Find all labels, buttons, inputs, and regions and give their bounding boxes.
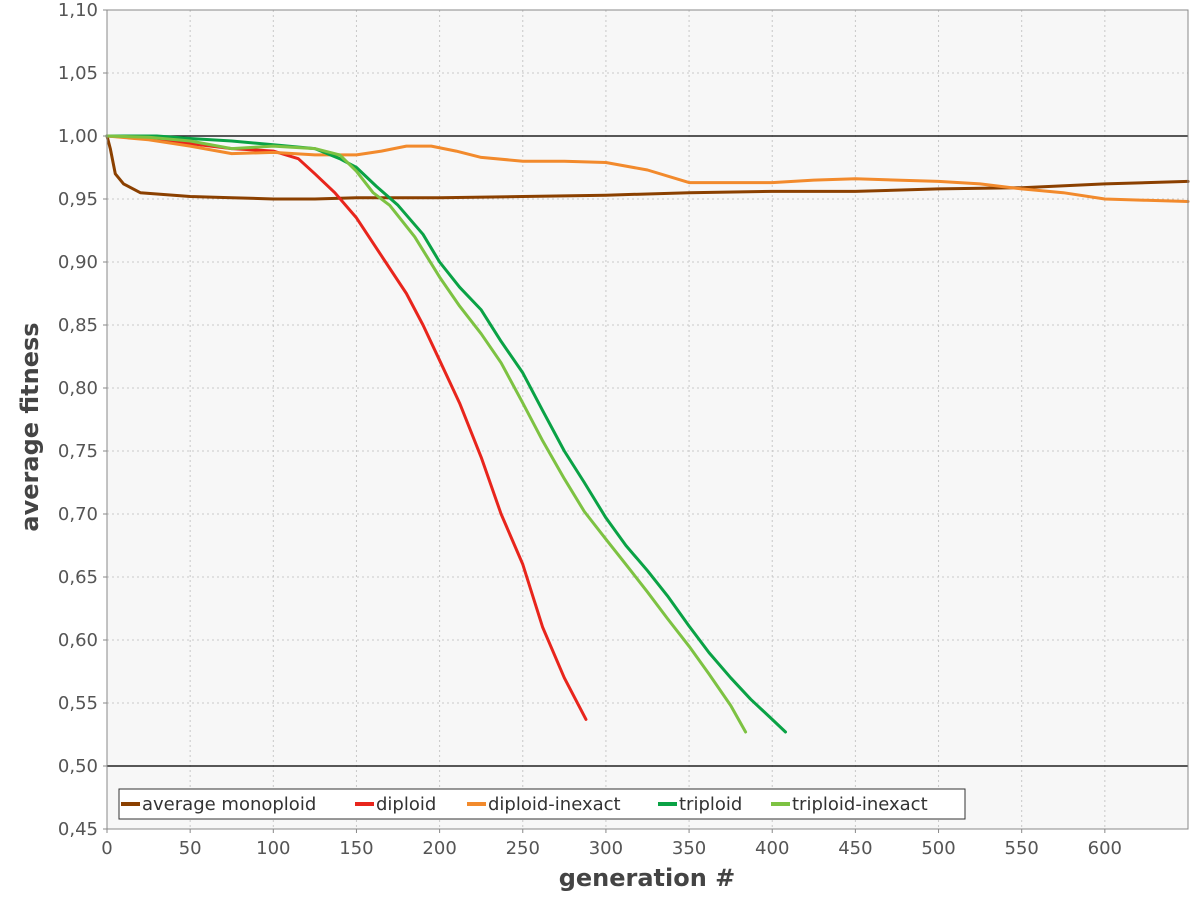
x-tick-label: 100 (256, 838, 290, 859)
y-tick-label: 0,90 (58, 252, 98, 273)
x-tick-label: 450 (838, 838, 872, 859)
x-tick-label: 400 (755, 838, 789, 859)
plot-frame (106, 9, 1189, 830)
legend: average monoploid diploid diploid-inexact t… (118, 788, 966, 820)
y-tick-label: 0,85 (58, 315, 98, 336)
x-tick-label: 300 (589, 838, 623, 859)
legend-label-average-monoploid: average monoploid (142, 794, 316, 815)
y-tick-label: 0,95 (58, 189, 98, 210)
x-tick-label: 600 (1088, 838, 1122, 859)
series-lines (105, 134, 1190, 734)
legend-label-triploid: triploid (679, 794, 742, 815)
y-tick-label: 1,05 (58, 63, 98, 84)
x-tick-label: 50 (179, 838, 202, 859)
series-line-average-monoploid (105, 134, 1190, 201)
x-tick-label: 350 (672, 838, 706, 859)
legend-label-triploid-inexact: triploid-inexact (792, 794, 928, 815)
y-axis-ticks: 0,45 0,50 0,55 0,60 0,65 0,70 0,75 0,80 0,85 0,90… (58, 0, 107, 840)
y-tick-label: 0,75 (58, 441, 98, 462)
y-tick-label: 0,80 (58, 378, 98, 399)
y-tick-label: 0,60 (58, 630, 98, 651)
x-tick-label: 200 (422, 838, 456, 859)
x-tick-label: 500 (921, 838, 955, 859)
y-tick-label: 0,65 (58, 567, 98, 588)
y-tick-label: 0,70 (58, 504, 98, 525)
reference-lines (107, 135, 1188, 767)
plot-area (107, 10, 1188, 829)
y-tick-label: 0,45 (58, 819, 98, 840)
y-tick-label: 1,10 (58, 0, 98, 21)
legend-box (118, 788, 966, 820)
x-tick-label: 0 (101, 838, 112, 859)
y-axis-title: average fitness (16, 322, 44, 531)
x-tick-label: 250 (506, 838, 540, 859)
series-line-triploid-inexact (105, 134, 748, 734)
series-line-diploid-inexact (105, 134, 1190, 203)
x-axis-ticks: 0 50 100 150 200 250 300 350 400 450 500 550 600 (101, 829, 1122, 859)
x-tick-label: 150 (339, 838, 373, 859)
y-tick-label: 1,00 (58, 126, 98, 147)
x-axis-title: generation # (559, 864, 736, 892)
y-tick-label: 0,55 (58, 693, 98, 714)
grid-lines (107, 10, 1188, 829)
legend-label-diploid: diploid (376, 794, 436, 815)
x-tick-label: 550 (1005, 838, 1039, 859)
legend-label-diploid-inexact: diploid-inexact (488, 794, 621, 815)
y-tick-label: 0,50 (58, 756, 98, 777)
